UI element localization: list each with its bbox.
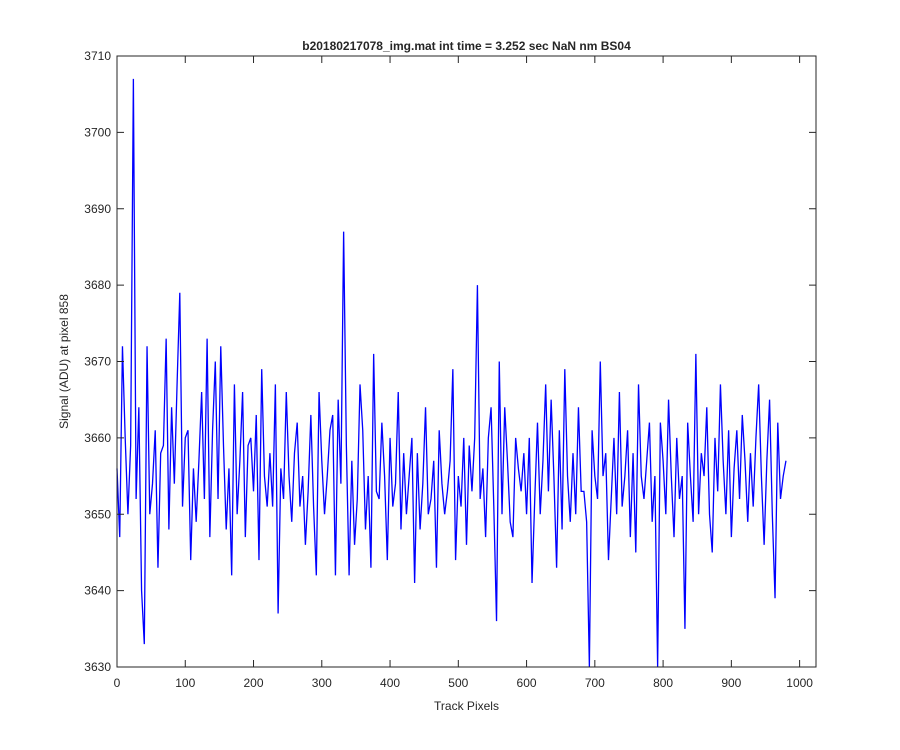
series-line xyxy=(116,78,787,668)
chart-title: b20180217078_img.mat int time = 3.252 se… xyxy=(302,39,631,53)
x-tick-label: 400 xyxy=(380,676,400,690)
y-tick-label: 3660 xyxy=(84,431,111,445)
x-tick-label: 300 xyxy=(312,676,332,690)
y-tick-label: 3670 xyxy=(84,355,111,369)
x-tick-label: 0 xyxy=(114,676,121,690)
x-tick-label: 500 xyxy=(448,676,468,690)
x-tick-label: 900 xyxy=(721,676,741,690)
y-axis-label: Signal (ADU) at pixel 858 xyxy=(57,294,71,429)
x-tick-label: 100 xyxy=(175,676,195,690)
y-tick-label: 3630 xyxy=(84,660,111,674)
x-tick-label: 700 xyxy=(585,676,605,690)
y-tick-label: 3700 xyxy=(84,125,111,139)
x-tick-label: 200 xyxy=(244,676,264,690)
y-tick-label: 3710 xyxy=(84,49,111,63)
series-layer xyxy=(116,78,787,668)
y-tick-label: 3680 xyxy=(84,278,111,292)
x-tick-label: 600 xyxy=(517,676,537,690)
y-tick-label: 3690 xyxy=(84,202,111,216)
y-tick-label: 3650 xyxy=(84,507,111,521)
tick-layer: 0 100 200 300 400 500 600 700 800 900 1000 3630 3640… xyxy=(84,49,816,690)
x-tick-label: 800 xyxy=(653,676,673,690)
x-tick-label: 1000 xyxy=(786,676,813,690)
plot-area xyxy=(117,56,816,667)
y-tick-label: 3640 xyxy=(84,584,111,598)
x-axis-label: Track Pixels xyxy=(434,699,499,713)
